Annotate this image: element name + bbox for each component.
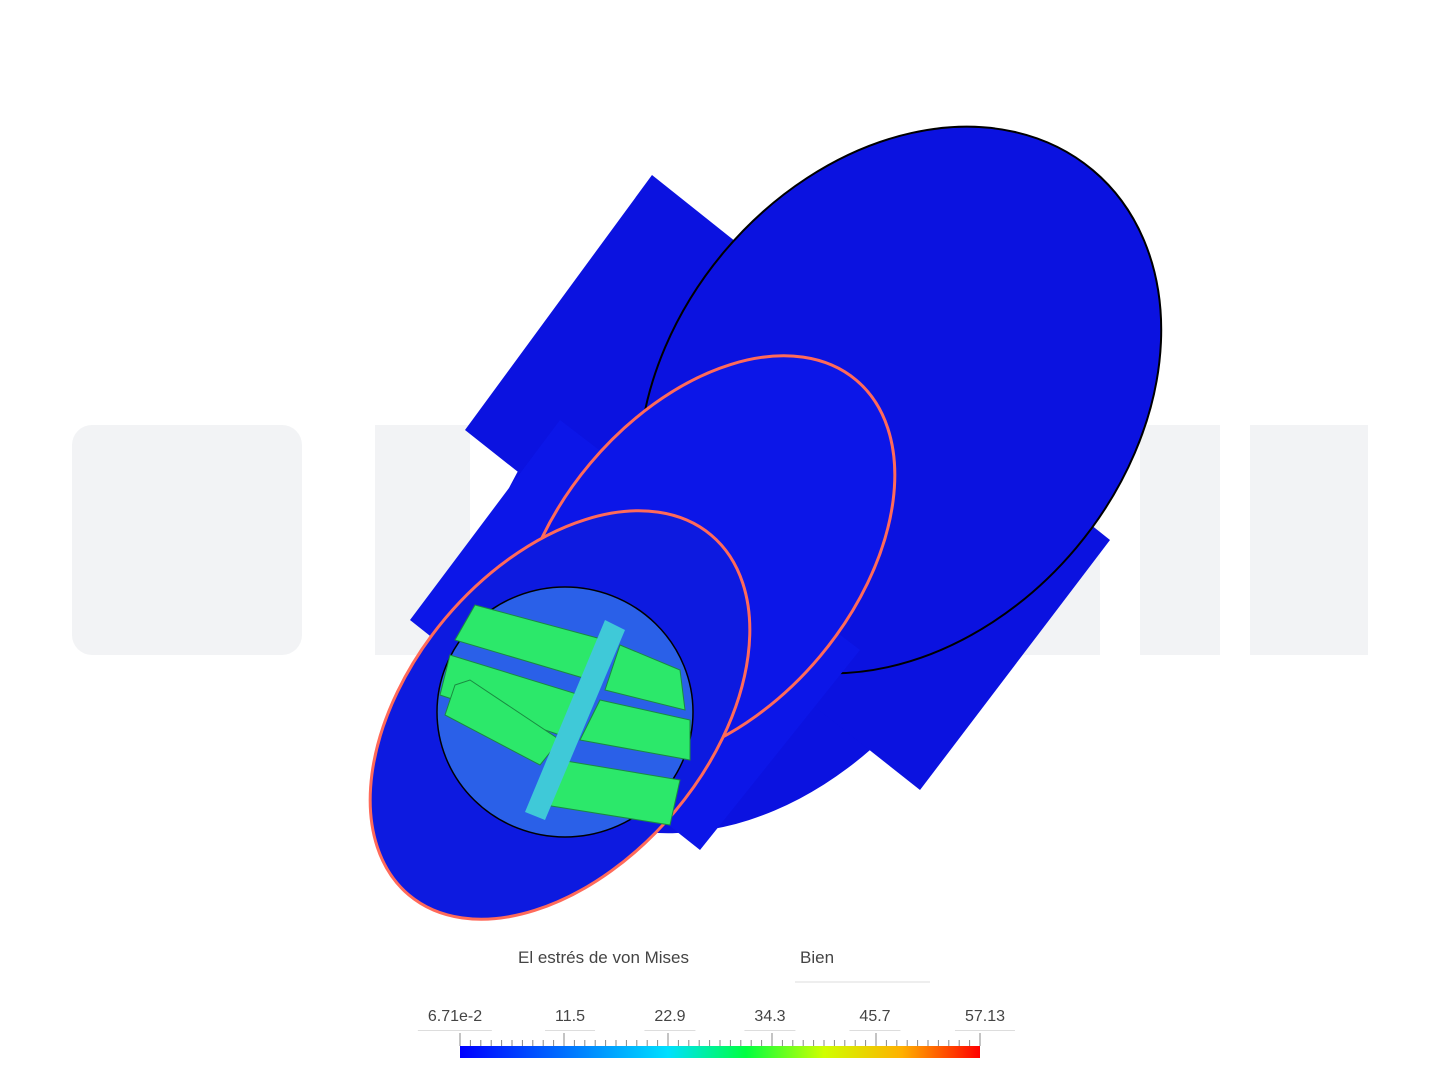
- legend-tick: 22.9: [644, 1008, 696, 1031]
- quality-dropdown[interactable]: Bien: [800, 948, 835, 967]
- legend-tick: 34.3: [744, 1008, 796, 1031]
- color-bar: [459, 1033, 981, 1058]
- end-face: [436, 586, 694, 838]
- legend-tick: 6.71e-2: [417, 1008, 493, 1031]
- legend-tick: 11.5: [545, 1008, 595, 1031]
- legend-tick: 57.13: [954, 1008, 1016, 1031]
- legend-tick: 45.7: [849, 1008, 901, 1031]
- legend-title: El estrés de von Mises: [518, 948, 690, 967]
